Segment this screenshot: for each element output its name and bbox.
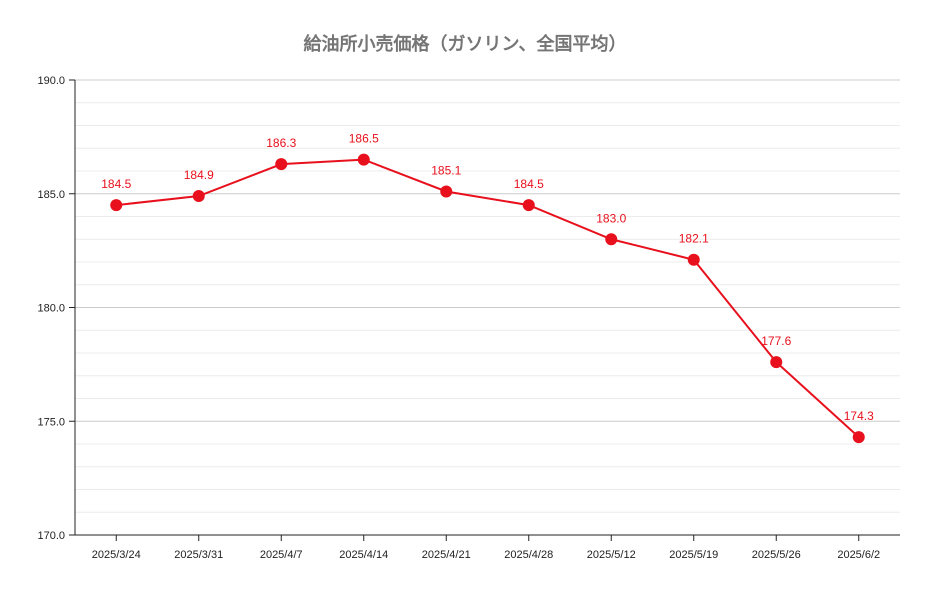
data-label: 186.5 — [349, 132, 379, 146]
x-tick-label: 2025/4/21 — [422, 549, 471, 561]
x-axis-ticks: 2025/3/24 2025/3/31 2025/4/7 2025/4/14 2025/… — [92, 535, 880, 561]
data-label: 184.5 — [101, 177, 131, 191]
grid-lines — [75, 79, 900, 513]
data-label: 183.0 — [596, 211, 626, 225]
data-point — [605, 233, 618, 246]
data-point — [357, 153, 370, 166]
x-tick-label: 2025/5/26 — [752, 549, 801, 561]
data-point — [275, 158, 288, 171]
x-tick-label: 2025/4/14 — [339, 549, 388, 561]
chart-title: 給油所小売価格（ガソリン、全国平均） — [303, 34, 627, 55]
y-tick-label: 180.0 — [37, 303, 65, 315]
data-point — [440, 185, 453, 198]
x-tick-label: 2025/3/31 — [174, 549, 223, 561]
data-label: 184.9 — [184, 168, 214, 182]
y-axis-ticks: 190.0 185.0 180.0 175.0 170.0 — [37, 75, 75, 542]
x-tick-label: 2025/5/19 — [669, 549, 718, 561]
y-tick-label: 190.0 — [37, 75, 65, 87]
y-tick-label: 185.0 — [37, 189, 65, 201]
data-label: 186.3 — [266, 136, 296, 150]
x-tick-label: 2025/5/12 — [587, 549, 636, 561]
series-line — [116, 158, 860, 438]
x-tick-label: 2025/4/7 — [260, 549, 303, 561]
x-tick-label: 2025/6/2 — [837, 549, 880, 561]
data-point — [852, 431, 865, 444]
data-point — [770, 356, 783, 369]
data-labels: 184.5 184.9 186.3 186.5 185.1 184.5 183.0 182.1… — [101, 132, 874, 424]
x-tick-label: 2025/3/24 — [92, 549, 141, 561]
data-label: 177.6 — [761, 334, 791, 348]
y-tick-label: 175.0 — [37, 416, 65, 428]
data-point — [687, 253, 700, 266]
x-tick-label: 2025/4/28 — [504, 549, 553, 561]
y-tick-label: 170.0 — [37, 530, 65, 542]
data-label: 184.5 — [514, 177, 544, 191]
data-point — [192, 190, 205, 203]
data-label: 185.1 — [431, 163, 461, 177]
data-point — [110, 199, 123, 212]
series-price — [110, 153, 865, 444]
data-point — [522, 199, 535, 212]
data-label: 182.1 — [679, 232, 709, 246]
data-label: 174.3 — [844, 409, 874, 423]
